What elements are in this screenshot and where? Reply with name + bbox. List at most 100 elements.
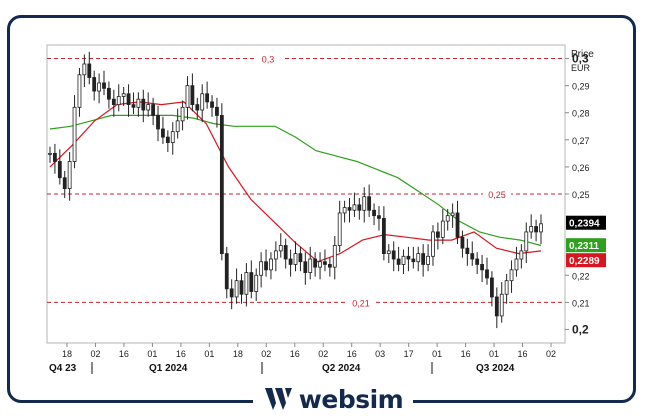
x-tick-label: 16 xyxy=(347,349,357,359)
price-badge-label: 0,2289 xyxy=(569,256,600,267)
brand-name: websim xyxy=(298,384,404,414)
price-axis-label: Price xyxy=(571,49,594,60)
price-candle xyxy=(82,63,87,76)
price-candle xyxy=(485,269,489,279)
x-tick-label: 02 xyxy=(90,349,100,359)
x-tick-label: 01 xyxy=(204,349,214,359)
price-candle xyxy=(509,269,514,282)
y-tick-label: 0,3 xyxy=(572,52,589,66)
x-period-label: Q4 23 xyxy=(49,363,77,374)
price-candle xyxy=(131,104,136,108)
price-candle xyxy=(455,212,460,238)
price-candle xyxy=(264,261,268,271)
price-candle xyxy=(97,82,101,92)
reference-label: 0,21 xyxy=(352,298,370,308)
price-candle xyxy=(435,231,440,238)
price-candle xyxy=(367,196,372,211)
price-candle xyxy=(254,274,259,292)
price-candle xyxy=(406,255,411,260)
price-candle xyxy=(465,247,470,255)
price-candle xyxy=(386,250,391,255)
y-tick-label: 0,27 xyxy=(572,136,590,146)
price-candle xyxy=(293,253,298,265)
x-axis: 18 02 16 01 16 01 18 02 16 02 16 03 17 01 16 01 16 02 Q4 2… xyxy=(49,343,556,374)
price-candle xyxy=(87,63,92,78)
price-candle xyxy=(303,261,308,273)
price-candle xyxy=(92,77,97,92)
price-candle xyxy=(185,85,190,108)
price-candle xyxy=(524,231,529,252)
price-candle xyxy=(460,236,465,249)
price-candle xyxy=(480,264,484,271)
price-candle xyxy=(219,115,224,254)
price-candle xyxy=(416,253,421,263)
price-candle xyxy=(239,280,244,295)
price-candle xyxy=(377,215,381,219)
price-candle xyxy=(504,280,509,295)
x-tick-label: 01 xyxy=(489,349,499,359)
price-candle xyxy=(519,250,524,260)
reference-label: 0,25 xyxy=(488,190,506,200)
websim-logo-icon xyxy=(264,388,292,410)
price-candle xyxy=(126,93,131,105)
price-candle xyxy=(283,245,288,260)
currency-axis-label: EUR xyxy=(571,63,591,73)
price-candle xyxy=(431,231,435,257)
price-candle xyxy=(273,250,278,260)
price-candle xyxy=(372,209,376,217)
price-candle xyxy=(161,128,165,138)
price-candle xyxy=(116,96,121,105)
price-candle xyxy=(313,258,318,268)
x-tick-label: 17 xyxy=(404,349,414,359)
price-candle xyxy=(489,277,494,298)
price-candle xyxy=(57,161,62,179)
reference-label: 0,3 xyxy=(262,55,275,65)
price-candle xyxy=(426,255,430,265)
reference-label-bg xyxy=(254,52,282,65)
price-candle xyxy=(259,261,264,276)
price-candle xyxy=(151,104,156,116)
price-candle xyxy=(450,212,455,217)
reference-lines: 0,3 0,25 0,21 xyxy=(47,52,565,309)
price-candle xyxy=(445,215,450,222)
x-period-label: Q2 2024 xyxy=(322,363,361,374)
price-candle xyxy=(205,93,210,103)
y-tick-label: 0,2 xyxy=(572,322,589,336)
x-tick-label: 16 xyxy=(176,349,186,359)
y-axis: 0,3 0,29 0,28 0,27 0,26 0,25 0,22 0,21 0,2 xyxy=(565,52,590,336)
price-candle xyxy=(534,226,538,233)
x-tick-label: 02 xyxy=(546,349,556,359)
price-badge xyxy=(566,238,606,253)
price-candle xyxy=(411,258,416,263)
price-candle xyxy=(156,115,160,130)
price-candle xyxy=(391,250,396,260)
price-candle xyxy=(494,296,499,317)
price-candle xyxy=(470,253,475,260)
reference-label-bg xyxy=(483,188,511,200)
x-tick-label: 16 xyxy=(290,349,300,359)
price-candle xyxy=(234,280,239,298)
price-candle xyxy=(244,272,249,295)
price-candle xyxy=(342,207,347,214)
price-candle xyxy=(381,217,386,255)
price-candle xyxy=(72,106,77,162)
price-candle xyxy=(190,85,195,105)
price-candle xyxy=(337,212,342,246)
price-badge-label: 0,2394 xyxy=(569,219,600,230)
price-candle xyxy=(136,98,141,108)
price-candle xyxy=(121,93,126,97)
price-candle xyxy=(278,245,283,252)
price-candle xyxy=(357,204,362,211)
price-badge-label: 0,2311 xyxy=(569,241,599,252)
price-candle xyxy=(175,120,180,133)
price-candle xyxy=(499,293,504,317)
price-candle xyxy=(141,98,146,111)
price-candle xyxy=(249,272,254,292)
price-badge xyxy=(566,215,606,230)
price-candle xyxy=(440,220,445,238)
price-candle xyxy=(77,74,82,108)
reference-label-bg xyxy=(347,296,375,309)
price-candle xyxy=(67,161,72,189)
x-period-label: Q1 2024 xyxy=(149,363,188,374)
